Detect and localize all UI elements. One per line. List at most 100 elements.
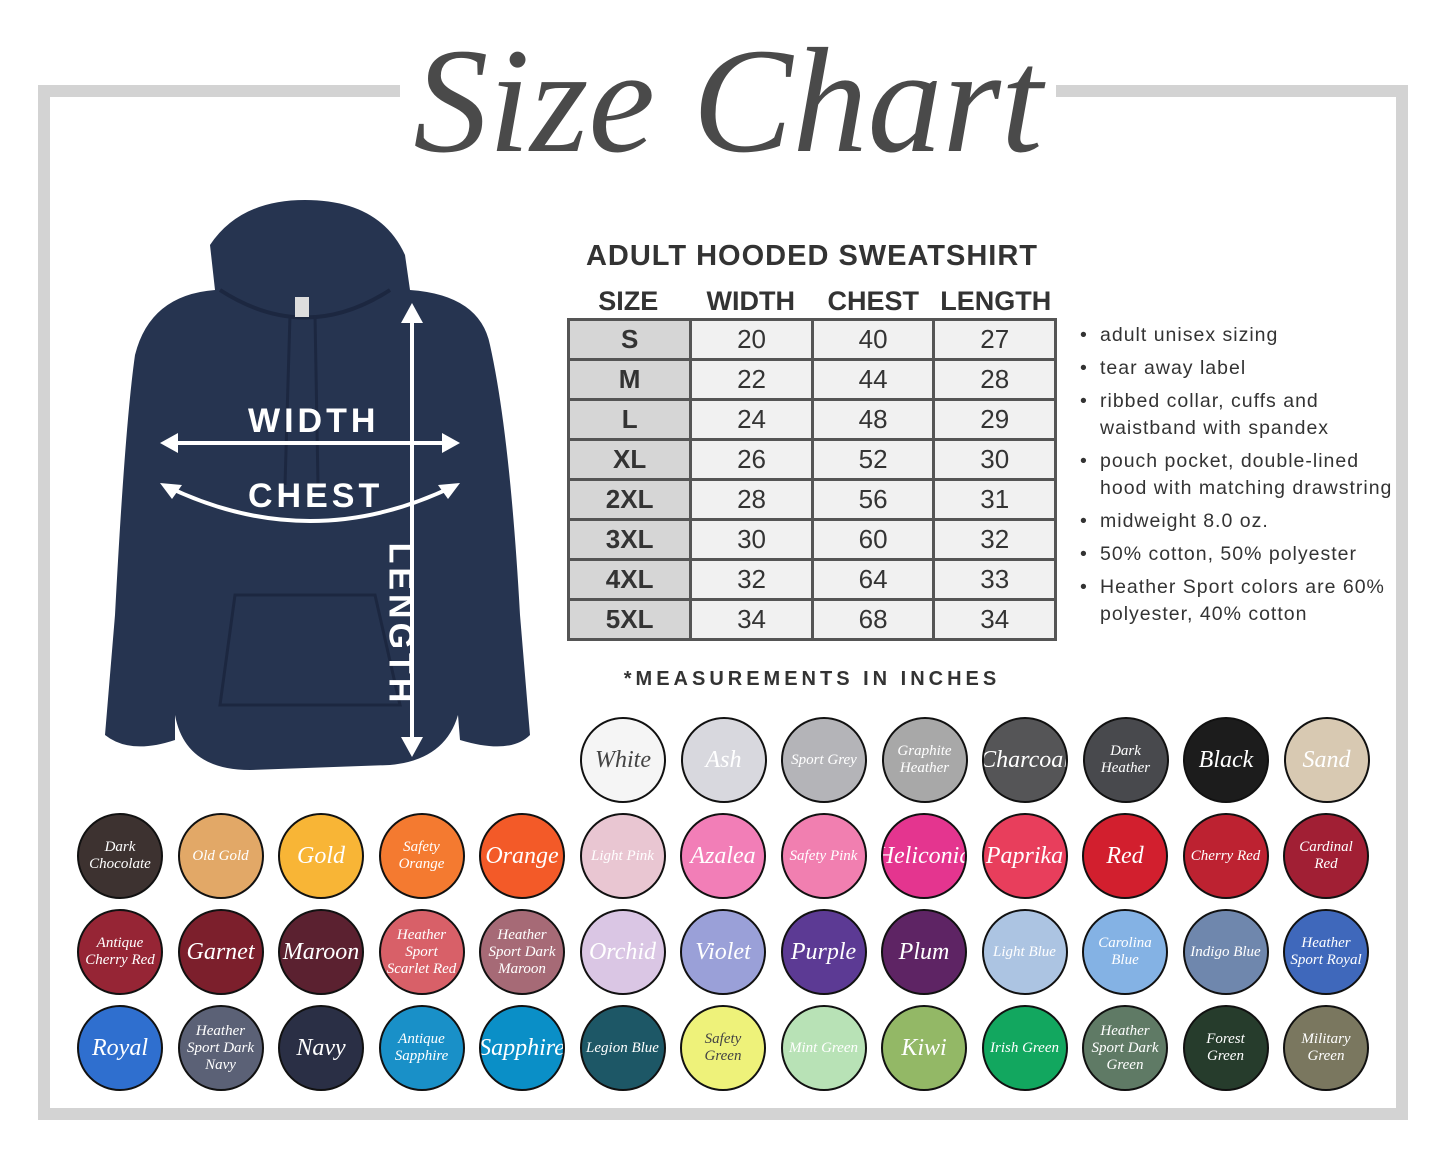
table-header: SIZE WIDTH CHEST LENGTH [567, 286, 1057, 316]
value-cell: 24 [689, 398, 814, 441]
color-swatch: Purple [780, 909, 867, 995]
color-swatch: Heather Sport Dark Green [1082, 1005, 1168, 1091]
color-swatch: Orange [479, 813, 565, 899]
page-title: Size Chart [413, 18, 1043, 184]
size-cell: 5XL [566, 598, 693, 641]
value-cell: 28 [932, 358, 1057, 401]
value-cell: 56 [810, 478, 936, 521]
feature-item: pouch pocket, double-lined hood with mat… [1078, 448, 1398, 502]
value-cell: 33 [932, 558, 1057, 601]
color-swatch: Forest Green [1182, 1005, 1269, 1091]
table-title: ADULT HOODED SWEATSHIRT [585, 240, 1039, 272]
color-swatch: Violet [680, 909, 766, 995]
size-cell: M [566, 358, 693, 401]
table-row: L 24 48 29 [566, 398, 1057, 441]
color-swatch: White [580, 717, 666, 803]
color-swatch: Safety Orange [378, 813, 465, 899]
table-row: 2XL 28 56 31 [566, 478, 1057, 521]
color-swatch: Heather Sport Scarlet Red [378, 909, 465, 995]
color-swatch: Ash [680, 717, 767, 803]
color-swatch: Sport Grey [781, 717, 867, 803]
color-swatch: Royal [77, 1005, 163, 1091]
color-swatch: Gold [278, 813, 364, 899]
value-cell: 68 [810, 598, 936, 641]
color-swatch: Dark Chocolate [77, 813, 163, 899]
value-cell: 30 [689, 518, 814, 561]
value-cell: 26 [689, 438, 814, 481]
value-cell: 44 [810, 358, 936, 401]
value-cell: 34 [689, 598, 814, 641]
value-cell: 40 [810, 318, 936, 361]
color-swatch: Orchid [579, 909, 666, 995]
feature-item: tear away label [1078, 355, 1398, 382]
table-row: XL 26 52 30 [566, 438, 1057, 481]
size-cell: S [566, 318, 693, 361]
color-swatch: Sand [1283, 717, 1370, 803]
value-cell: 20 [689, 318, 814, 361]
color-swatch: Heliconia [881, 813, 967, 899]
value-cell: 29 [932, 398, 1057, 441]
color-swatch: Heather Sport Royal [1283, 909, 1369, 995]
table-row: S 20 40 27 [566, 318, 1057, 361]
color-swatch: Cardinal Red [1283, 813, 1369, 899]
value-cell: 32 [932, 518, 1057, 561]
feature-item: ribbed collar, cuffs and waistband with … [1078, 388, 1398, 442]
size-cell: XL [566, 438, 693, 481]
color-swatch: Indigo Blue [1182, 909, 1269, 995]
color-swatch: Old Gold [177, 813, 264, 899]
color-swatch: Kiwi [881, 1005, 967, 1091]
value-cell: 52 [810, 438, 936, 481]
size-cell: L [566, 398, 693, 441]
value-cell: 60 [810, 518, 936, 561]
hoodie-image [105, 200, 530, 770]
chart-frame [38, 85, 1408, 1120]
color-swatch: Paprika [981, 813, 1068, 899]
color-swatch: Graphite Heather [881, 717, 968, 803]
value-cell: 27 [932, 318, 1057, 361]
color-swatch: Military Green [1283, 1005, 1369, 1091]
width-label: WIDTH [248, 402, 380, 440]
color-swatch: Heather Sport Dark Navy [177, 1005, 264, 1091]
table-row: 5XL 34 68 34 [566, 598, 1057, 641]
color-swatch: Black [1183, 717, 1269, 803]
table-row: 4XL 32 64 33 [566, 558, 1057, 601]
color-swatch: Charcoal [982, 717, 1068, 803]
color-swatch: Red [1082, 813, 1168, 899]
color-swatch: Safety Green [680, 1005, 766, 1091]
color-swatch: Antique Cherry Red [77, 909, 163, 995]
table-row: M 22 44 28 [566, 358, 1057, 401]
color-swatch: Mint Green [780, 1005, 867, 1091]
color-swatch: Garnet [177, 909, 264, 995]
value-cell: 28 [689, 478, 814, 521]
color-swatch: Light Pink [579, 813, 666, 899]
column-header: SIZE [598, 286, 659, 316]
measurement-note: *MEASUREMENTS IN INCHES [623, 668, 1001, 690]
size-cell: 4XL [566, 558, 693, 601]
value-cell: 30 [932, 438, 1057, 481]
color-swatch: Azalea [680, 813, 766, 899]
feature-list: adult unisex sizing tear away label ribbed… [1078, 322, 1398, 634]
color-swatch: Light Blue [981, 909, 1068, 995]
color-swatch: Sapphire [479, 1005, 565, 1091]
size-table: S 20 40 27 M 22 44 28 L 24 48 29 XL 26 52 30 2XL 28 56 31 3X… [566, 318, 1057, 641]
color-swatch: Dark Heather [1082, 717, 1169, 803]
color-swatch: Antique Sapphire [378, 1005, 465, 1091]
value-cell: 48 [810, 398, 936, 441]
color-swatch: Plum [881, 909, 967, 995]
value-cell: 64 [810, 558, 936, 601]
feature-item: 50% cotton, 50% polyester [1078, 541, 1398, 568]
size-cell: 3XL [566, 518, 693, 561]
size-cell: 2XL [566, 478, 693, 521]
color-swatch: Carolina Blue [1082, 909, 1168, 995]
chest-label: CHEST [248, 477, 384, 515]
column-header: WIDTH [706, 286, 795, 316]
color-swatch: Maroon [278, 909, 364, 995]
value-cell: 22 [689, 358, 814, 401]
feature-item: midweight 8.0 oz. [1078, 508, 1398, 535]
feature-item: Heather Sport colors are 60% polyester, … [1078, 574, 1398, 628]
color-swatch: Cherry Red [1182, 813, 1269, 899]
color-swatch: Safety Pink [780, 813, 867, 899]
color-swatch: Heather Sport Dark Maroon [479, 909, 565, 995]
color-swatch: Navy [278, 1005, 364, 1091]
color-swatch: Irish Green [981, 1005, 1068, 1091]
